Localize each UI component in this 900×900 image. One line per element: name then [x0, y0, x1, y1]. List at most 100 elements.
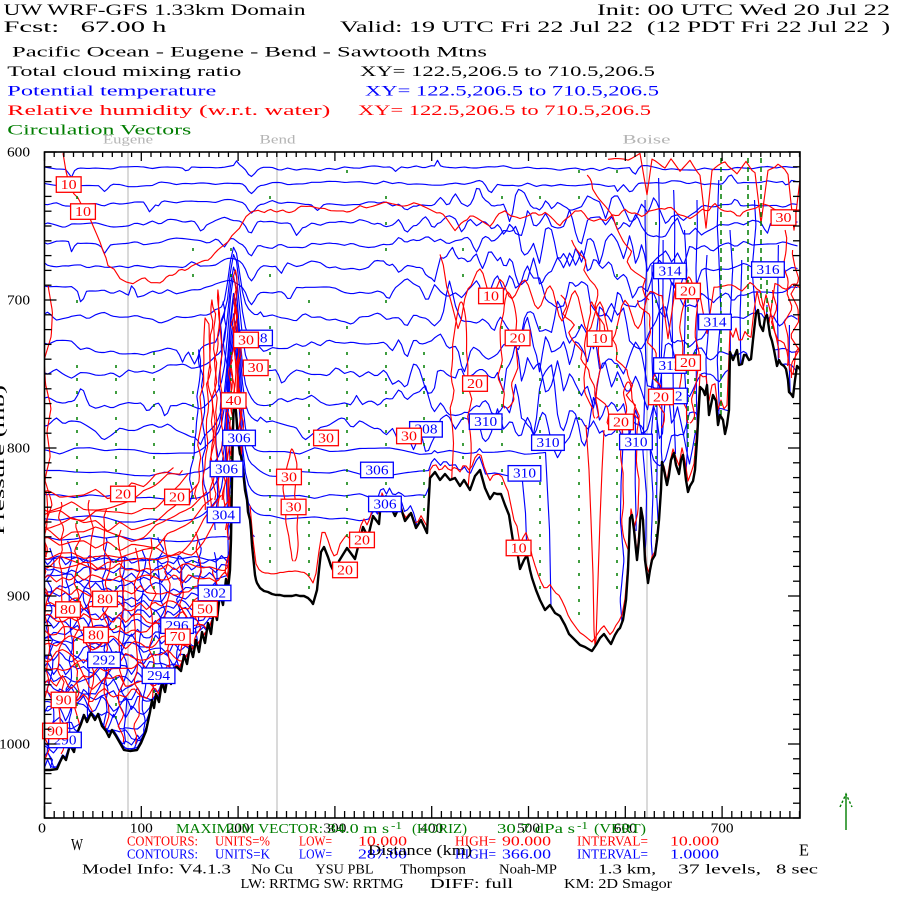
svg-text:Circulation Vectors: Circulation Vectors — [7, 123, 191, 139]
svg-text:CONTOURS:: CONTOURS: — [127, 847, 198, 862]
svg-text:310: 310 — [537, 435, 560, 450]
svg-text:316: 316 — [757, 262, 780, 277]
svg-text:(HORIZ): (HORIZ) — [412, 821, 467, 836]
svg-text:LW: RRTMG SW: RRTMG: LW: RRTMG SW: RRTMG — [241, 876, 405, 891]
svg-text:310: 310 — [513, 466, 536, 481]
svg-text:UNITS=K: UNITS=K — [215, 847, 270, 862]
svg-text:700: 700 — [7, 293, 30, 308]
svg-text:10.000: 10.000 — [358, 834, 408, 849]
svg-text:Pressure (mb): Pressure (mb) — [0, 385, 8, 535]
svg-text:E: E — [799, 841, 809, 860]
svg-text:600: 600 — [614, 821, 637, 836]
svg-text:UW WRF-GFS 1.33km Domain: UW WRF-GFS 1.33km Domain — [4, 2, 306, 19]
svg-text:80: 80 — [60, 602, 76, 617]
svg-text:302: 302 — [203, 585, 226, 600]
svg-text:INTERVAL=: INTERVAL= — [577, 847, 648, 862]
svg-text:50: 50 — [197, 601, 213, 616]
svg-text:Relative humidity (w.r.t. wate: Relative humidity (w.r.t. water) — [7, 103, 330, 119]
svg-text:20: 20 — [680, 283, 696, 298]
svg-text:37 levels,: 37 levels, — [678, 862, 761, 877]
svg-text:No Cu: No Cu — [251, 862, 293, 877]
svg-text:Fcst: 67.00 h: Fcst: 67.00 h — [4, 19, 167, 36]
svg-text:900: 900 — [7, 589, 30, 604]
svg-text:314: 314 — [659, 263, 682, 278]
svg-text:UNITS=%: UNITS=% — [215, 834, 270, 849]
svg-text:HIGH=: HIGH= — [455, 847, 496, 862]
svg-text:30: 30 — [401, 428, 417, 443]
svg-text:306: 306 — [366, 462, 389, 477]
svg-text:600: 600 — [7, 145, 30, 160]
svg-text:DIFF: full: DIFF: full — [430, 876, 514, 891]
svg-text:Eugene: Eugene — [103, 133, 154, 147]
svg-text:LOW=: LOW= — [299, 834, 332, 849]
svg-text:KM: 2D Smagor: KM: 2D Smagor — [564, 876, 673, 891]
svg-text:90: 90 — [47, 723, 63, 738]
svg-text:10: 10 — [75, 204, 91, 219]
svg-text:Init: 00 UTC Wed 20 Jul 22: Init: 00 UTC Wed 20 Jul 22 — [597, 2, 890, 19]
svg-text:Model Info: V4.1.3: Model Info: V4.1.3 — [82, 862, 232, 877]
svg-text:20: 20 — [354, 532, 370, 547]
svg-text:20: 20 — [680, 355, 696, 370]
svg-text:30: 30 — [286, 499, 302, 514]
svg-text:100: 100 — [130, 821, 153, 836]
svg-text:310: 310 — [474, 414, 497, 429]
svg-text:W: W — [71, 835, 83, 854]
svg-text:400: 400 — [420, 821, 443, 836]
svg-text:70: 70 — [170, 629, 186, 644]
svg-text:20: 20 — [467, 376, 483, 391]
svg-text:20: 20 — [115, 486, 131, 501]
svg-text:306: 306 — [228, 430, 251, 445]
svg-text:XY= 122.5,206.5 to 710.5,206.5: XY= 122.5,206.5 to 710.5,206.5 — [360, 64, 655, 80]
svg-text:30: 30 — [776, 210, 792, 225]
svg-text:10: 10 — [511, 540, 527, 555]
svg-text:800: 800 — [7, 441, 30, 456]
svg-text:34.0 m s: 34.0 m s — [327, 821, 389, 836]
svg-text:XY= 122.5,206.5 to 710.5,206.5: XY= 122.5,206.5 to 710.5,206.5 — [365, 84, 659, 100]
svg-text:366.00: 366.00 — [502, 847, 552, 862]
svg-text:1000: 1000 — [0, 737, 30, 752]
svg-text:40: 40 — [226, 393, 242, 408]
svg-text:30: 30 — [281, 469, 297, 484]
svg-text:Bend: Bend — [260, 133, 297, 147]
svg-text:200: 200 — [227, 821, 250, 836]
svg-text:Thompson: Thompson — [400, 862, 466, 877]
svg-text:80: 80 — [88, 627, 104, 642]
svg-text:304: 304 — [212, 507, 235, 522]
svg-text:MAXIMUM VECTOR:: MAXIMUM VECTOR: — [176, 821, 323, 836]
svg-text:306: 306 — [215, 461, 238, 476]
svg-text:10: 10 — [61, 177, 77, 192]
svg-text:30: 30 — [238, 332, 254, 347]
svg-text:Pacific Ocean - Eugene - Bend: Pacific Ocean - Eugene - Bend - Sawtooth… — [12, 45, 487, 61]
svg-text:Total cloud mixing ratio: Total cloud mixing ratio — [7, 64, 241, 80]
svg-text:10: 10 — [592, 331, 608, 346]
svg-text:20: 20 — [510, 330, 526, 345]
svg-text:Valid: 19 UTC Fri 22 Jul 22: Valid: 19 UTC Fri 22 Jul 22 — [340, 19, 633, 36]
svg-text:10: 10 — [483, 288, 499, 303]
svg-text:292: 292 — [93, 652, 116, 667]
svg-text:287.00: 287.00 — [358, 847, 408, 862]
svg-text:CONTOURS:: CONTOURS: — [127, 834, 198, 849]
svg-text:300: 300 — [323, 821, 346, 836]
svg-text:500: 500 — [517, 821, 540, 836]
svg-text:20: 20 — [169, 489, 185, 504]
svg-text:30: 30 — [318, 430, 334, 445]
svg-text:90: 90 — [56, 692, 72, 707]
svg-text:XY= 122.5,206.5 to 710.5,206.5: XY= 122.5,206.5 to 710.5,206.5 — [358, 103, 651, 119]
svg-text:0: 0 — [38, 821, 46, 836]
svg-text:1.3 km,: 1.3 km, — [598, 862, 656, 877]
svg-text:20: 20 — [653, 389, 669, 404]
svg-text:Noah-MP: Noah-MP — [499, 862, 557, 877]
svg-text:8 sec: 8 sec — [776, 862, 818, 877]
svg-text:310: 310 — [625, 434, 648, 449]
svg-text:LOW=: LOW= — [299, 847, 332, 862]
svg-text:10.000: 10.000 — [670, 834, 720, 849]
svg-text:90.000: 90.000 — [502, 834, 552, 849]
svg-text:Potential temperature: Potential temperature — [7, 84, 217, 100]
svg-text:1.0000: 1.0000 — [670, 847, 720, 862]
svg-text:30.7 dPa s: 30.7 dPa s — [497, 821, 575, 836]
svg-text:20: 20 — [613, 414, 629, 429]
svg-text:700: 700 — [711, 821, 734, 836]
svg-text:294: 294 — [147, 668, 170, 683]
svg-text:30: 30 — [248, 360, 264, 375]
svg-text:HIGH=: HIGH= — [455, 834, 496, 849]
